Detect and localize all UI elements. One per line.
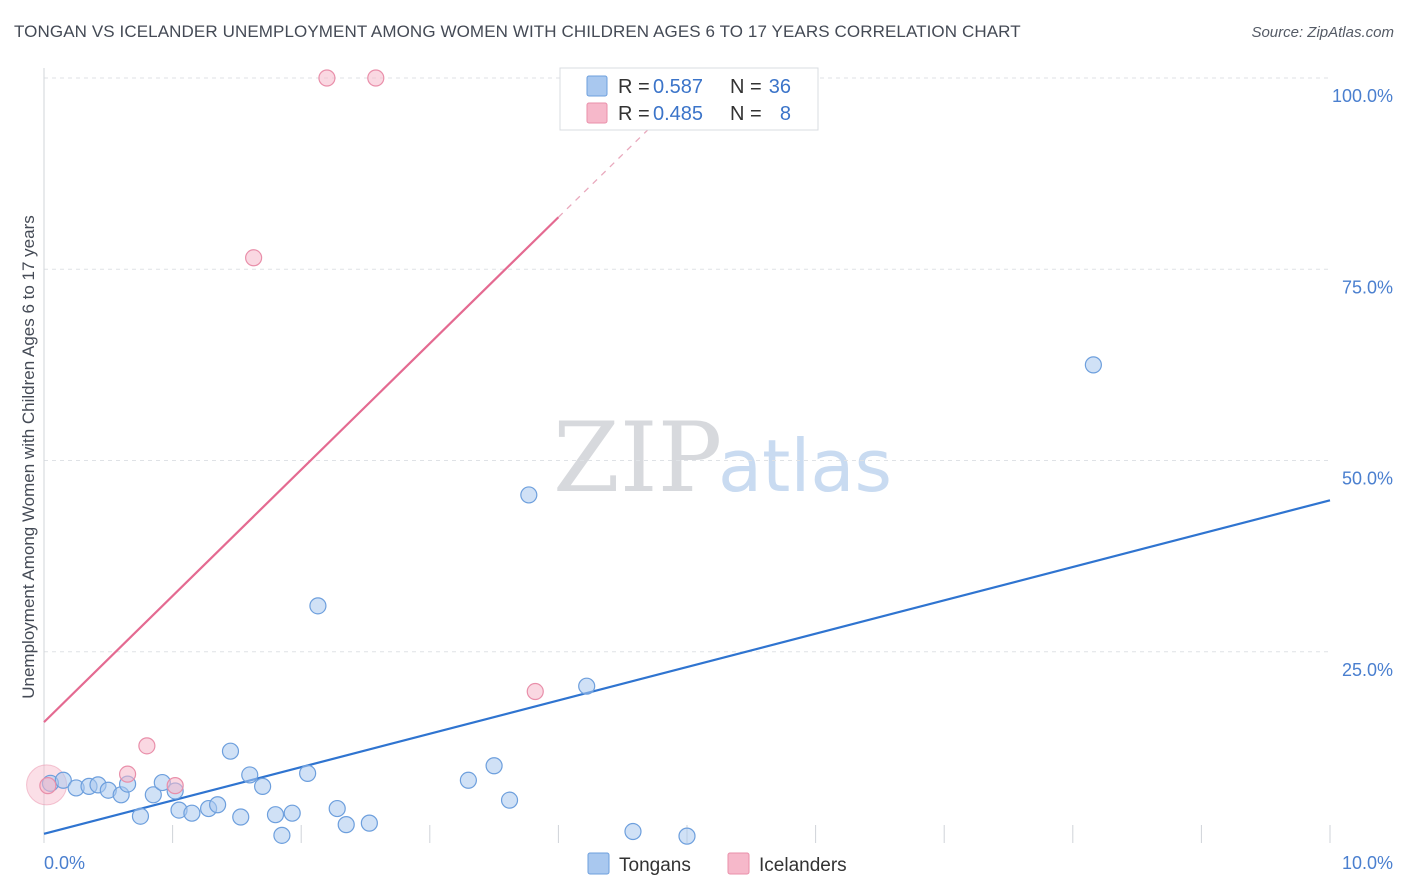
- point-icelanders-2: [138, 737, 156, 755]
- data-points: [26, 69, 1102, 845]
- point-tongans-34: [678, 827, 696, 845]
- point-tongans-19: [254, 777, 272, 795]
- point-icelanders-5: [318, 69, 336, 87]
- point-tongans-32: [578, 677, 596, 695]
- trend-line-icelanders: [43, 216, 560, 723]
- legend-swatch-tongans: [586, 75, 608, 97]
- point-tongans-21: [273, 826, 291, 844]
- y-tick-label-2: 50.0%: [1342, 469, 1393, 489]
- point-tongans-22: [283, 804, 301, 822]
- point-tongans-20: [266, 806, 285, 824]
- legend-swatch-icelanders: [586, 102, 608, 124]
- series-legend-label-icelanders: Icelanders: [759, 855, 847, 876]
- y-axis-label: Unemployment Among Women with Children A…: [19, 215, 38, 699]
- point-tongans-16: [221, 742, 240, 760]
- point-icelanders-0: [39, 777, 57, 795]
- point-tongans-18: [241, 766, 259, 784]
- point-tongans-30: [500, 791, 519, 809]
- watermark-zip: ZIP: [553, 402, 722, 514]
- point-tongans-26: [337, 816, 355, 834]
- watermark: ZIP atlas: [553, 402, 892, 514]
- y-tick-label-0: 100.0%: [1332, 86, 1393, 106]
- trend-extension-icelanders: [557, 128, 649, 218]
- series-legend-label-tongans: Tongans: [619, 855, 691, 876]
- legend-n-label-icelanders: N =: [730, 103, 762, 125]
- point-tongans-9: [144, 786, 162, 804]
- point-icelanders-7: [526, 682, 544, 701]
- legend-r-label-tongans: R =: [618, 76, 650, 98]
- point-icelanders-1: [118, 765, 137, 783]
- x-tick-label-0: 0.0%: [44, 853, 85, 873]
- series-legend-swatch-icelanders: [727, 852, 750, 875]
- grid-lines: [44, 77, 1330, 653]
- point-tongans-23: [299, 764, 317, 782]
- series-legend-swatch-tongans: [587, 852, 610, 875]
- point-tongans-8: [131, 807, 150, 825]
- point-tongans-28: [459, 771, 477, 789]
- x-tick-label-1: 10.0%: [1342, 853, 1393, 873]
- point-tongans-31: [520, 486, 538, 504]
- legend-n-value-icelanders: 8: [780, 103, 791, 125]
- legend-n-label-tongans: N =: [730, 76, 762, 98]
- point-tongans-15: [209, 796, 227, 814]
- watermark-atlas: atlas: [718, 424, 892, 508]
- point-icelanders-4: [245, 249, 263, 267]
- series-legend: Tongans Icelanders: [587, 852, 847, 876]
- chart-title: TONGAN VS ICELANDER UNEMPLOYMENT AMONG W…: [14, 22, 1021, 41]
- point-tongans-35: [1084, 356, 1102, 374]
- tick-labels: 100.0% 75.0% 50.0% 25.0% 0.0% 10.0%: [44, 86, 1393, 873]
- point-tongans-24: [309, 597, 327, 615]
- y-tick-label-1: 75.0%: [1342, 277, 1393, 297]
- legend-n-value-tongans: 36: [769, 76, 791, 98]
- point-tongans-25: [328, 799, 346, 818]
- source-credit: Source: ZipAtlas.com: [1251, 24, 1394, 41]
- legend-r-label-icelanders: R =: [618, 103, 650, 125]
- point-icelanders-3: [166, 777, 184, 795]
- point-tongans-29: [485, 757, 503, 775]
- point-tongans-13: [183, 804, 201, 822]
- point-icelanders-6: [367, 69, 385, 87]
- correlation-legend: R = 0.587 N = 36 R = 0.485 N = 8: [559, 67, 819, 131]
- y-tick-label-3: 25.0%: [1342, 660, 1393, 680]
- trend-line-tongans: [43, 499, 1331, 835]
- point-tongans-27: [360, 814, 378, 832]
- point-tongans-1: [54, 771, 72, 789]
- legend-r-value-tongans: 0.587: [653, 76, 703, 98]
- trend-lines: [43, 128, 1331, 835]
- point-tongans-17: [232, 808, 250, 826]
- legend-r-value-icelanders: 0.485: [653, 103, 703, 125]
- point-tongans-33: [624, 822, 642, 841]
